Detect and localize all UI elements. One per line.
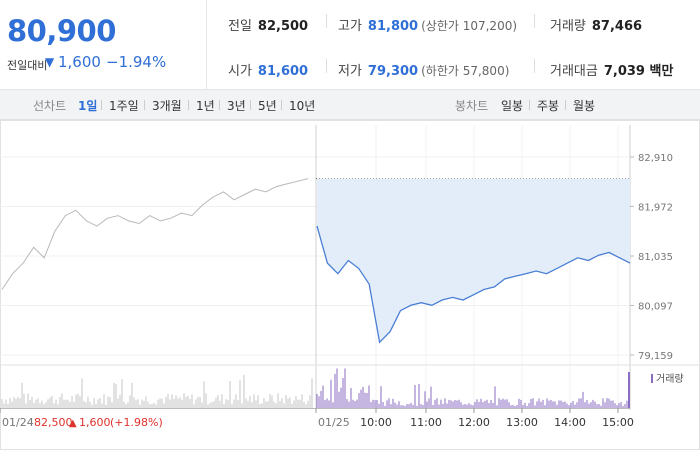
up-arrow-icon: ▲ (69, 418, 77, 429)
upper-limit: (상한가 107,200) (421, 19, 518, 33)
x-tick-label: 12:00 (458, 416, 490, 429)
diff-label: 전일대비 (7, 59, 48, 72)
chart-toolbar: 선차트 1일 1주일 3개월 1년 3년 5년 10년 봉차트 일봉 주봉 월봉 (0, 90, 700, 120)
period-monthly[interactable]: 월봉 (573, 99, 596, 113)
divider (534, 14, 535, 28)
stat-value: 82,500 (257, 19, 309, 34)
stat-value: 79,300 (367, 64, 419, 79)
x-tick-label: 11:00 (410, 416, 442, 429)
y-tick-label: 82,910 (638, 153, 673, 164)
y-tick-label: 80,097 (638, 301, 673, 312)
divider (326, 14, 327, 28)
period-1d[interactable]: 1일 (78, 99, 98, 113)
divider (281, 100, 282, 110)
stat-label: 거래량 (550, 19, 586, 34)
x-tick-label: 15:00 (602, 416, 634, 429)
stat-label: 거래대금 (550, 64, 598, 79)
today-line (316, 225, 631, 344)
period-3m[interactable]: 3개월 (152, 99, 182, 113)
current-price: 80,900 (7, 14, 116, 48)
period-10y[interactable]: 10년 (289, 99, 316, 113)
line-chart-label: 선차트 (33, 99, 67, 113)
chart-border (0, 120, 700, 450)
prev-day-line (1, 178, 309, 290)
period-3y[interactable]: 3년 (227, 99, 246, 113)
stat-low: 저가 79,300 (하한가 57,800) (338, 60, 509, 79)
legend-swatch (651, 374, 653, 383)
stat-label: 저가 (338, 64, 362, 79)
quote-header: 80,900 전일대비 ▼ 1,600 −1.94% 전일 82,500 고가 81… (0, 0, 700, 90)
prev-change-pct-annotation: (+1.98%) (110, 416, 163, 429)
today-area-fill (317, 178, 630, 343)
stat-value: 81,800 (367, 19, 419, 34)
y-tick-label: 79,159 (638, 351, 673, 362)
x-tick-label: 14:00 (554, 416, 586, 429)
diff-value: 1,600 (58, 53, 101, 71)
stat-value: 81,600 (257, 64, 309, 79)
divider (219, 100, 220, 110)
stat-open: 시가 81,600 (228, 60, 308, 79)
down-arrow-icon: ▼ (45, 55, 55, 69)
x-tick-label: 01/24 (2, 416, 34, 429)
candle-chart-label: 봉차트 (455, 99, 489, 113)
period-5y[interactable]: 5년 (258, 99, 277, 113)
price-block: 80,900 전일대비 ▼ 1,600 −1.94% (0, 0, 207, 90)
divider (326, 59, 327, 73)
y-tick-label: 81,035 (638, 252, 673, 263)
stat-prev-close: 전일 82,500 (228, 15, 308, 34)
period-1y[interactable]: 1년 (196, 99, 215, 113)
divider (188, 100, 189, 110)
divider (101, 100, 102, 110)
diff-percent: −1.94% (106, 53, 167, 71)
stat-label: 시가 (228, 64, 252, 79)
prev-change-annotation: 1,600 (79, 416, 111, 429)
period-daily[interactable]: 일봉 (501, 99, 524, 113)
divider (144, 100, 145, 110)
divider (565, 100, 566, 110)
stat-amount: 거래대금 7,039 백만 (550, 60, 673, 79)
x-tick-label: 13:00 (506, 416, 538, 429)
y-tick-label: 81,972 (638, 203, 673, 214)
stat-value: 7,039 백만 (603, 64, 674, 79)
stat-high: 고가 81,800 (상한가 107,200) (338, 15, 517, 34)
divider (250, 100, 251, 110)
divider (534, 59, 535, 73)
stat-label: 고가 (338, 19, 362, 34)
stat-value: 87,466 (591, 19, 643, 34)
period-1w[interactable]: 1주일 (109, 99, 139, 113)
x-tick-label: 10:00 (360, 416, 392, 429)
period-weekly[interactable]: 주봉 (537, 99, 560, 113)
price-chart[interactable]: 82,910 81,972 81,035 80,097 79,159 거래량 01/24 01… (0, 120, 700, 450)
lower-limit: (하한가 57,800) (421, 64, 510, 78)
x-tick-label: 01/25 (318, 416, 350, 429)
prev-close-annotation: 82,500 (34, 416, 73, 429)
legend-volume: 거래량 (656, 373, 684, 385)
stat-label: 전일 (228, 19, 252, 34)
stat-volume: 거래량 87,466 (550, 15, 642, 34)
divider (529, 100, 530, 110)
